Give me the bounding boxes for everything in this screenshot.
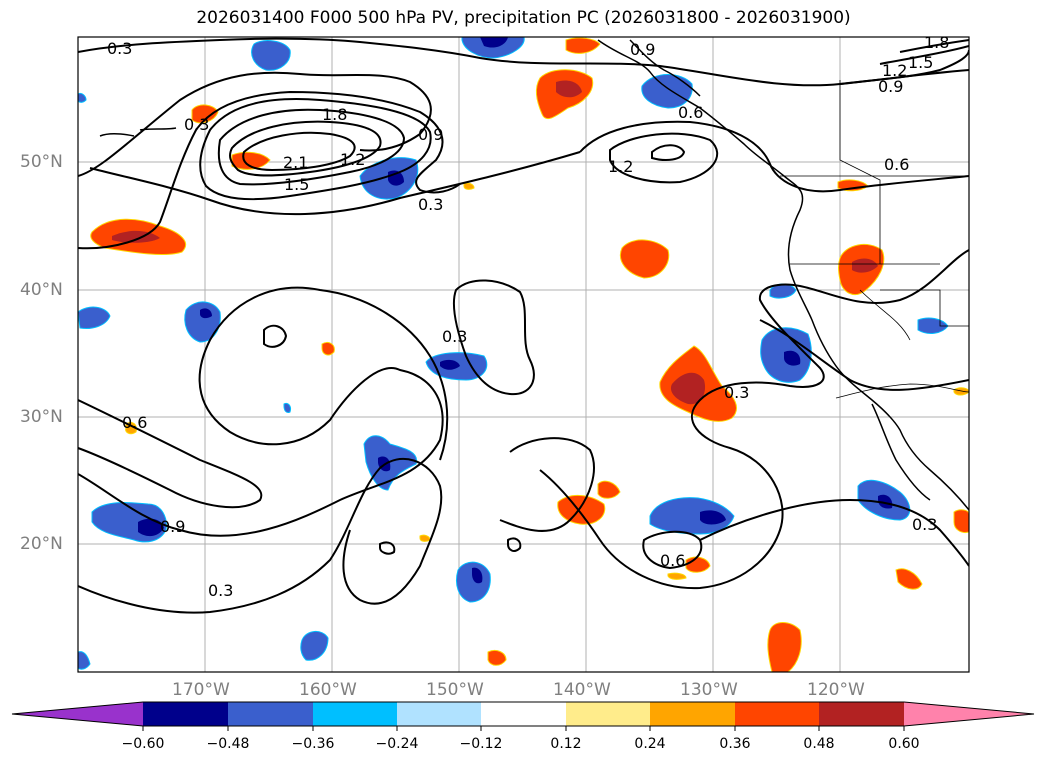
pv-contour-label: 0.3 (724, 383, 749, 402)
map-title: 2026031400 F000 500 hPa PV, precipitatio… (196, 8, 851, 28)
precip-negative-areas (78, 37, 949, 670)
pv-contour-label: 1.2 (608, 157, 633, 176)
pv-contour-label-layer: 0.3 0.9 1.8 2.1 1.5 1.2 0.3 0.9 1.2 0.6 … (107, 33, 949, 600)
pv-contour-label: 0.6 (660, 551, 685, 570)
lon-label: 150°W (426, 680, 484, 700)
colorbar-tick-label: 0.60 (888, 736, 920, 752)
colorbar-extend-right (904, 702, 1034, 726)
pv-contour-label: 0.3 (107, 39, 132, 58)
map-background (78, 37, 969, 672)
colorbar-segment (566, 702, 650, 726)
colorbar-tick-label: −0.24 (375, 736, 419, 752)
pv-contour-label: 1.5 (908, 53, 933, 72)
lon-label: 170°W (172, 680, 230, 700)
lat-label: 40°N (20, 280, 63, 300)
colorbar-tick-label: 0.48 (803, 736, 835, 752)
colorbar-tick-label: 0.12 (550, 736, 582, 752)
lon-label: 120°W (807, 680, 865, 700)
colorbar-tick-label: −0.48 (206, 736, 250, 752)
pv-contour-label: 0.9 (418, 125, 443, 144)
pv-contour-label: 0.9 (160, 517, 185, 536)
colorbar-tick-label: −0.60 (121, 736, 165, 752)
pv-contour-label: 0.9 (630, 40, 655, 59)
pv-contour-label: 0.3 (442, 327, 467, 346)
pv-contour-label: 1.8 (924, 33, 949, 52)
pv-contour-label: 0.6 (884, 155, 909, 174)
pv-contour-label: 0.3 (912, 515, 937, 534)
colorbar-segment (481, 702, 566, 726)
pv-contour-label: 1.5 (284, 175, 309, 194)
lon-label: 130°W (680, 680, 738, 700)
pv-contour-label: 0.6 (122, 413, 147, 432)
coastlines (99, 39, 969, 511)
colorbar-segment (313, 702, 397, 726)
lat-label: 50°N (20, 152, 63, 172)
colorbar-segment (397, 702, 481, 726)
colorbar-tick-label: 0.24 (634, 736, 666, 752)
pv-contour-label: 0.9 (878, 77, 903, 96)
colorbar-segment (819, 702, 904, 726)
colorbar-tick-label: −0.36 (291, 736, 335, 752)
pv-contour-label: 2.1 (283, 153, 308, 172)
pv-contour-label: 1.2 (340, 150, 365, 169)
colorbar-segment (650, 702, 735, 726)
pv-contour-label: 1.8 (322, 105, 347, 124)
lat-label: 20°N (20, 534, 63, 554)
lon-label: 140°W (553, 680, 611, 700)
colorbar-extend-left (12, 702, 143, 726)
colorbar-segment (735, 702, 819, 726)
pv-contour-label: 0.6 (678, 103, 703, 122)
map-frame (77, 36, 970, 673)
pv-contour-label: 0.3 (208, 581, 233, 600)
lat-label: 30°N (20, 407, 63, 427)
lon-label: 160°W (299, 680, 357, 700)
political-borders (780, 80, 969, 399)
colorbar (11, 701, 1035, 731)
pv-contour-label: 0.3 (184, 115, 209, 134)
colorbar-tick-label: −0.12 (459, 736, 503, 752)
colorbar-segment (228, 702, 313, 726)
pv-contour-label: 0.3 (418, 195, 443, 214)
colorbar-segment (143, 702, 228, 726)
colorbar-tick-label: 0.36 (719, 736, 751, 752)
pv-contour-label: 1.2 (882, 61, 907, 80)
